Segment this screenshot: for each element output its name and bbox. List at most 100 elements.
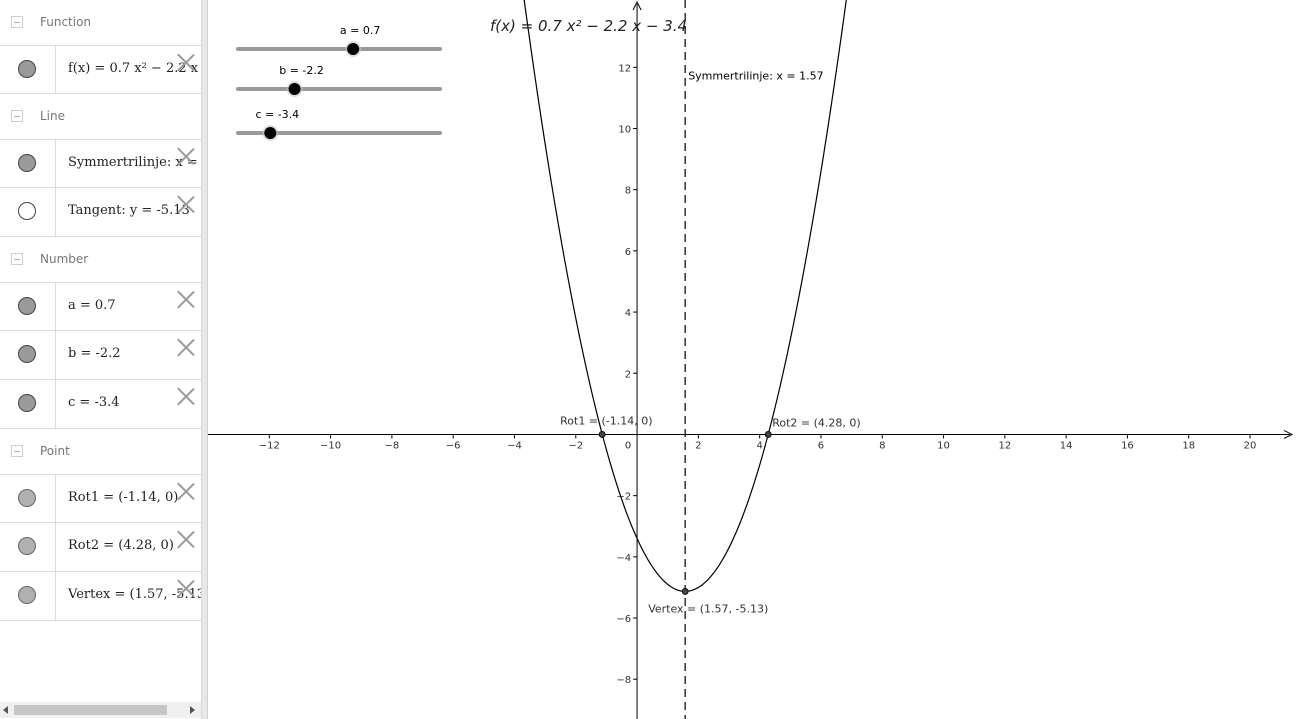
row-a[interactable]: a = 0.7 — [0, 282, 201, 331]
row-tangent[interactable]: Tangent: y = -5.13 — [0, 188, 201, 237]
slider-b[interactable]: b = -2.2 — [236, 64, 442, 97]
delete-icon[interactable] — [177, 147, 195, 165]
scrollbar-thumb[interactable] — [14, 705, 167, 715]
row-vertex[interactable]: Vertex = (1.57, -5.13) — [0, 572, 201, 621]
x-tick-label: 18 — [1182, 440, 1195, 451]
visibility-marker[interactable] — [0, 283, 56, 331]
delete-icon[interactable] — [177, 482, 195, 500]
point-rot1[interactable] — [598, 431, 606, 438]
visibility-dot-icon[interactable] — [18, 60, 36, 78]
row-rot2[interactable]: Rot2 = (4.28, 0) — [0, 523, 201, 572]
visibility-marker[interactable] — [0, 380, 56, 428]
visibility-dot-icon[interactable] — [18, 394, 36, 412]
object-expression[interactable]: Rot2 = (4.28, 0) — [68, 538, 174, 553]
delete-icon[interactable] — [177, 195, 195, 213]
visibility-marker[interactable] — [0, 572, 56, 620]
object-expression[interactable]: a = 0.7 — [68, 298, 116, 313]
visibility-dot-icon[interactable] — [18, 202, 36, 220]
row-rot1[interactable]: Rot1 = (-1.14, 0) — [0, 474, 201, 523]
point-vertex[interactable] — [681, 588, 689, 595]
row-c[interactable]: c = -3.4 — [0, 380, 201, 429]
y-tick-label: −8 — [616, 675, 631, 686]
y-axis-arrow-icon — [632, 0, 642, 11]
x-tick-label: 14 — [1060, 440, 1073, 451]
x-tick-label: 2 — [695, 440, 701, 451]
visibility-dot-icon[interactable] — [18, 345, 36, 363]
object-expression[interactable]: Tangent: y = -5.13 — [68, 203, 190, 218]
group-title: Point — [40, 444, 70, 458]
scroll-left-arrow-icon[interactable] — [3, 706, 8, 714]
x-tick-label: −6 — [446, 440, 461, 451]
visibility-marker[interactable] — [0, 140, 56, 188]
point-rot2[interactable] — [764, 431, 772, 438]
delete-icon[interactable] — [177, 290, 195, 308]
visibility-dot-icon[interactable] — [18, 537, 36, 555]
x-tick-label: 16 — [1121, 440, 1134, 451]
function-label[interactable]: f(x) = 0.7 x² − 2.2 x − 3.4 — [490, 17, 687, 35]
visibility-marker[interactable] — [0, 188, 56, 236]
y-tick-label: 4 — [625, 308, 631, 319]
x-axis-arrow-icon — [1283, 430, 1294, 439]
object-expression[interactable]: c = -3.4 — [68, 395, 120, 410]
parabola-path[interactable] — [518, 0, 852, 592]
object-expression[interactable]: Symmertrilinje: x = 1.57 — [68, 155, 201, 170]
visibility-marker[interactable] — [0, 331, 56, 379]
visibility-marker[interactable] — [0, 523, 56, 571]
group-header-line: Line — [0, 94, 201, 139]
object-expression[interactable]: f(x) = 0.7 x² − 2.2 x − 3.4 — [68, 61, 201, 76]
slider-c[interactable]: c = -3.4 — [236, 108, 442, 141]
delete-icon[interactable] — [177, 530, 195, 548]
function-label-layer: f(x) = 0.7 x² − 2.2 x − 3.4 — [490, 17, 687, 35]
slider-a[interactable]: a = 0.7 — [236, 24, 442, 57]
delete-icon[interactable] — [177, 338, 195, 356]
row-b[interactable]: b = -2.2 — [0, 331, 201, 380]
sliders-layer: a = 0.7 b = -2.2 c = -3.4 — [236, 24, 442, 141]
visibility-dot-icon[interactable] — [18, 489, 36, 507]
y-tick-label: 8 — [625, 186, 631, 197]
slider-label: b = -2.2 — [279, 64, 324, 77]
group-title: Number — [40, 252, 89, 266]
collapse-toggle-icon[interactable] — [11, 16, 23, 28]
symmetry-line-label: Symmertrilinje: x = 1.57 — [688, 70, 823, 83]
x-tick-label: −4 — [507, 440, 522, 451]
x-tick-label: 8 — [879, 440, 885, 451]
y-tick-label: 6 — [625, 247, 631, 258]
visibility-marker[interactable] — [0, 46, 56, 94]
x-tick-label: 6 — [818, 440, 824, 451]
view-divider[interactable] — [201, 0, 208, 719]
object-expression[interactable]: Vertex = (1.57, -5.13) — [68, 587, 201, 602]
y-tick-label: −4 — [616, 553, 631, 564]
visibility-dot-icon[interactable] — [18, 154, 36, 172]
group-title: Line — [40, 109, 66, 123]
delete-icon[interactable] — [177, 53, 195, 71]
y-tick-label: 2 — [625, 369, 631, 380]
object-expression[interactable]: Rot1 = (-1.14, 0) — [68, 490, 179, 505]
delete-icon[interactable] — [177, 579, 195, 597]
collapse-toggle-icon[interactable] — [11, 253, 23, 265]
slider-knob[interactable] — [264, 127, 277, 139]
object-expression[interactable]: b = -2.2 — [68, 346, 121, 361]
algebra-horizontal-scrollbar[interactable] — [0, 702, 201, 718]
visibility-dot-icon[interactable] — [18, 297, 36, 315]
axes: −12 −10 −8 −6 −4 −2 0 2 4 6 8 10 12 14 16 18 20 −8 −6 −4 −2 2… — [208, 0, 1294, 719]
slider-knob[interactable] — [347, 43, 360, 55]
visibility-marker[interactable] — [0, 475, 56, 523]
scroll-right-arrow-icon[interactable] — [190, 706, 195, 714]
slider-knob[interactable] — [288, 83, 301, 95]
visibility-dot-icon[interactable] — [18, 586, 36, 604]
y-tick-label: 12 — [618, 63, 631, 74]
row-symmetry[interactable]: Symmertrilinje: x = 1.57 — [0, 139, 201, 188]
x-tick-label: −8 — [385, 440, 400, 451]
row-f[interactable]: f(x) = 0.7 x² − 2.2 x − 3.4 — [0, 45, 201, 94]
y-tick-label: −6 — [616, 614, 631, 625]
points-layer: Rot1 = (-1.14, 0) Rot2 = (4.28, 0) Vertex … — [560, 414, 861, 615]
x-tick-label: 20 — [1244, 440, 1257, 451]
collapse-toggle-icon[interactable] — [11, 445, 23, 457]
group-title: Function — [40, 15, 92, 29]
x-tick-label: −2 — [568, 440, 583, 451]
delete-icon[interactable] — [177, 387, 195, 405]
function-curve[interactable] — [518, 0, 852, 592]
collapse-toggle-icon[interactable] — [11, 110, 23, 122]
graphics-view[interactable]: −12 −10 −8 −6 −4 −2 0 2 4 6 8 10 12 14 16 18 20 −8 −6 −4 −2 2… — [208, 0, 1296, 719]
symmetry-line[interactable]: Symmertrilinje: x = 1.57 — [684, 0, 824, 719]
